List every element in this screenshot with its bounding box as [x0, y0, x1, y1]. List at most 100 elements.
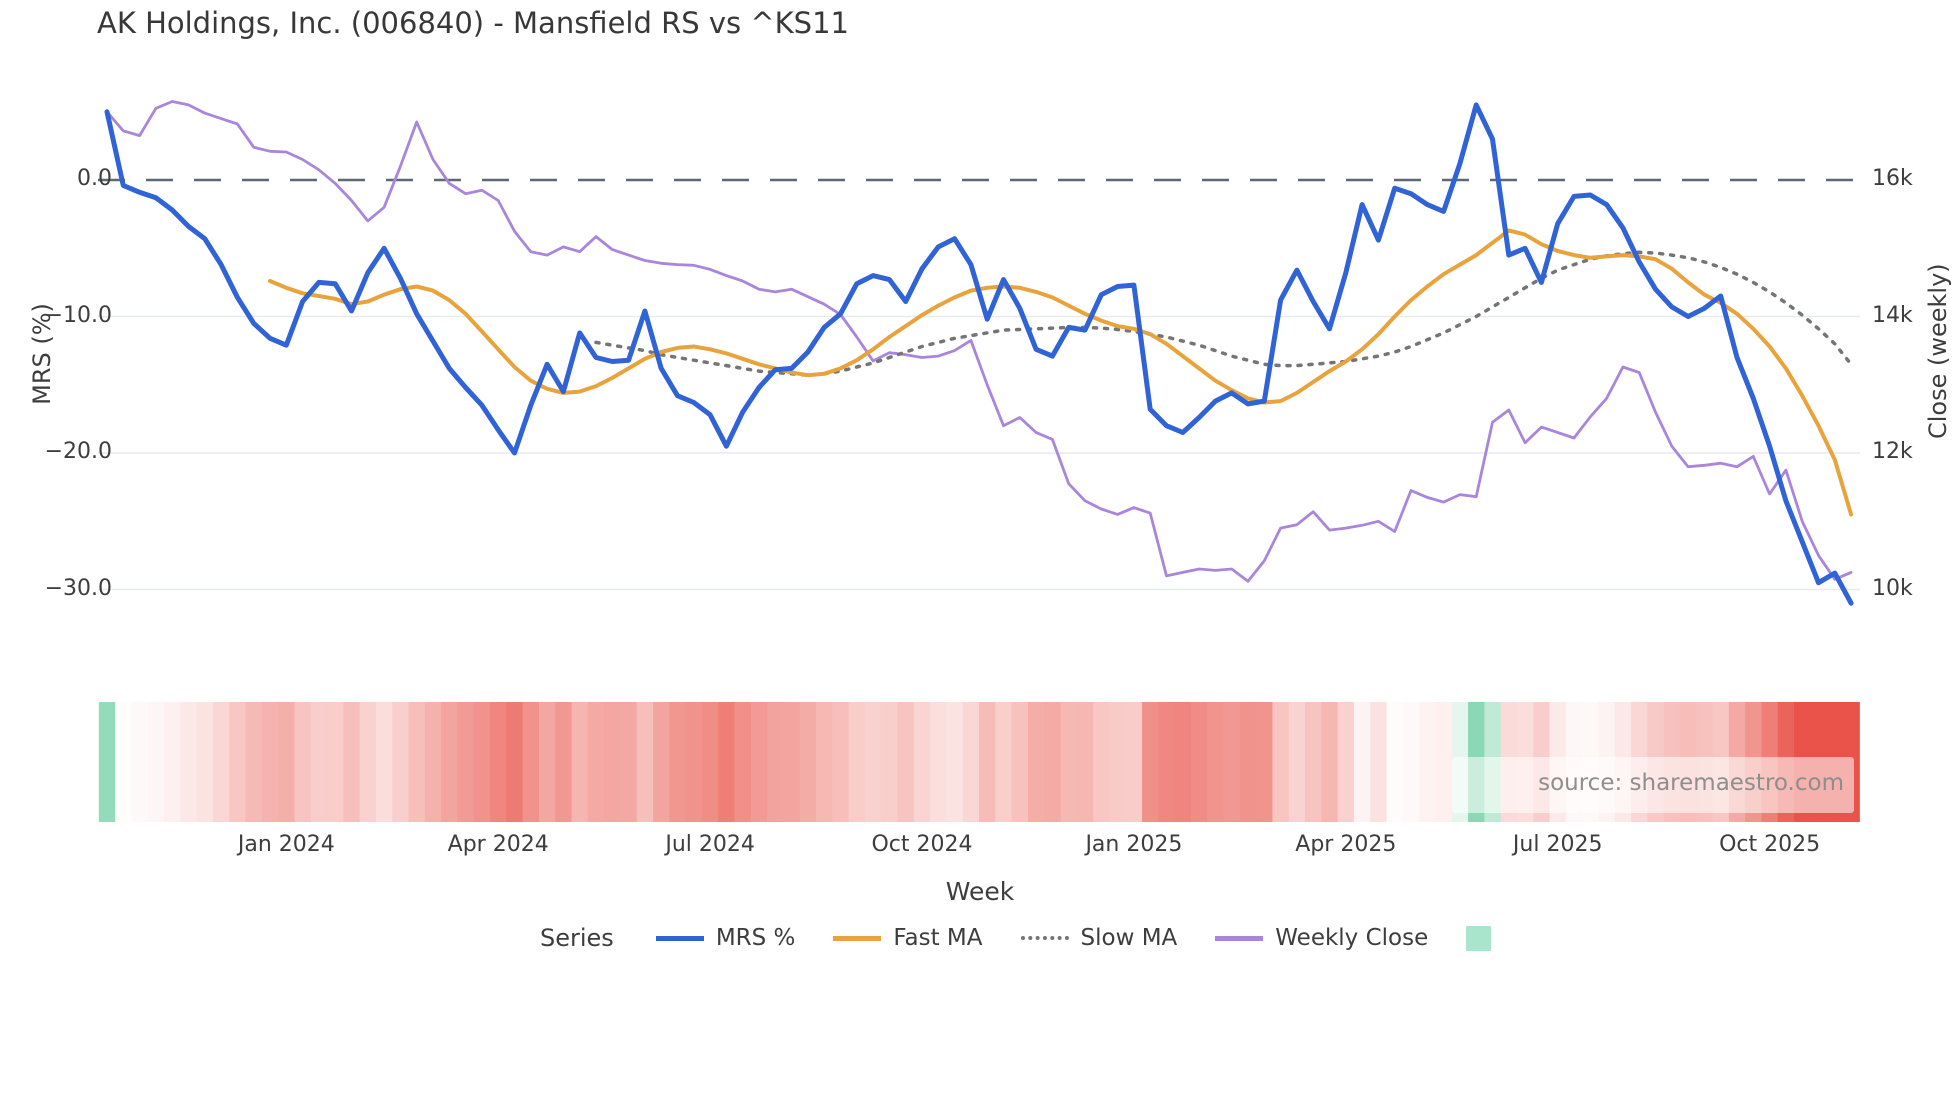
heatmap-cell — [1370, 702, 1388, 822]
heatmap-cell — [1060, 702, 1078, 822]
series-lines — [104, 100, 1854, 606]
heatmap-cell — [1190, 702, 1208, 822]
x-tick-label: Apr 2024 — [447, 832, 549, 857]
legend-item-label: Slow MA — [1080, 925, 1178, 951]
left-tick-label: 0.0 — [77, 166, 112, 191]
heatmap-cell — [1174, 702, 1192, 822]
heatmap-cell — [327, 702, 344, 822]
heatmap-cell — [799, 702, 817, 822]
heatmap-cell — [897, 702, 915, 822]
heatmap-cell — [604, 702, 622, 822]
heatmap-cell — [408, 702, 426, 822]
heatmap-cell — [587, 702, 605, 822]
heatmap-cell — [310, 702, 328, 822]
legend-item-label: MRS % — [715, 925, 796, 951]
heatmap-cell — [653, 702, 670, 822]
heatmap-cell — [1158, 702, 1176, 822]
x-tick-label: Jan 2024 — [237, 832, 335, 857]
heatmap-cell — [930, 702, 948, 822]
heatmap-cell — [294, 702, 312, 822]
series-line-fast-ma — [268, 228, 1854, 517]
heatmap-cell — [1402, 702, 1420, 822]
heatmap-cell — [343, 702, 361, 822]
x-tick-label: Jul 2025 — [1512, 832, 1603, 857]
heatmap-cell — [750, 702, 768, 822]
left-axis-title: MRS (%) — [28, 303, 56, 405]
heatmap-cell — [375, 702, 393, 822]
series-line-mrs- — [104, 102, 1854, 606]
heatmap-cell — [1093, 702, 1111, 822]
legend-swatch-icon — [655, 935, 704, 941]
heatmap-cell — [1288, 702, 1306, 822]
heatmap-cell — [245, 702, 263, 822]
heatmap-cell — [473, 702, 491, 822]
heatmap-cell — [359, 702, 377, 822]
heatmap-cell — [1386, 702, 1404, 822]
heatmap-cell — [522, 702, 540, 822]
left-tick-label: −20.0 — [44, 439, 112, 464]
x-axis-title: Week — [945, 877, 1015, 906]
legend-swatch-icon — [1020, 936, 1069, 940]
heatmap-cell — [913, 702, 931, 822]
heatmap-cell — [995, 702, 1013, 822]
heatmap-cell — [490, 702, 507, 822]
heatmap-cell — [278, 702, 296, 822]
heatmap-cell — [669, 702, 687, 822]
heatmap-cell — [1305, 702, 1322, 822]
heatmap-cell — [816, 702, 833, 822]
legend-title: Series — [540, 924, 614, 952]
heatmap-cell — [848, 702, 866, 822]
heatmap-cell — [1044, 702, 1062, 822]
right-tick-label: 16k — [1872, 166, 1913, 191]
heatmap-cell — [1435, 702, 1453, 822]
legend-item-fast-ma: Fast MA — [833, 925, 983, 951]
heatmap-cell — [131, 702, 149, 822]
heatmap-cell — [881, 702, 899, 822]
series-line-weekly-close — [105, 100, 1853, 583]
x-tick-label: Jul 2024 — [665, 832, 755, 857]
legend-item-weekly-close: Weekly Close — [1215, 925, 1428, 951]
heatmap-cell — [180, 702, 198, 822]
legend-item-slow-ma: Slow MA — [1020, 925, 1178, 951]
heatmap-cell — [1353, 702, 1371, 822]
right-tick-label: 14k — [1872, 302, 1913, 328]
heatmap-cell — [620, 702, 638, 822]
heatmap-cell — [115, 702, 133, 822]
x-tick-label: Apr 2025 — [1295, 832, 1397, 857]
heatmap-cell — [832, 702, 850, 822]
heatmap-cell — [767, 702, 785, 822]
x-tick-label: Jan 2025 — [1085, 832, 1183, 857]
heatmap-cell — [1207, 702, 1225, 822]
heatmap-cell — [1125, 702, 1143, 822]
heatmap-cell — [1272, 702, 1290, 822]
heatmap-cell — [979, 702, 996, 822]
right-tick-label: 12k — [1872, 439, 1913, 464]
heatmap-cell — [685, 702, 703, 822]
x-tick-label: Oct 2025 — [1719, 832, 1821, 857]
heatmap-cell — [424, 702, 442, 822]
legend-item-mrs-: MRS % — [655, 925, 796, 951]
heatmap-cell — [261, 702, 279, 822]
heatmap-cell — [1027, 702, 1045, 822]
heatmap-cell — [1142, 702, 1159, 822]
heatmap-cell — [441, 702, 459, 822]
heatmap-cell — [1321, 702, 1339, 822]
legend-swatch-icon — [833, 935, 882, 941]
legend: Series MRS % Fast MA Slow MA Weekly Close — [540, 924, 1492, 952]
left-tick-label: −10.0 — [44, 302, 112, 328]
right-tick-label: 10k — [1872, 575, 1913, 601]
heatmap-cell — [164, 702, 181, 822]
heatmap-cell — [196, 702, 214, 822]
heatmap-cell — [962, 702, 980, 822]
heatmap-cell — [1109, 702, 1127, 822]
x-tick-label: Oct 2024 — [871, 832, 973, 857]
heatmap-cell — [701, 702, 719, 822]
heatmap-cell — [229, 702, 247, 822]
heatmap-cell — [571, 702, 589, 822]
heatmap-cell — [1256, 702, 1274, 822]
heatmap-cell — [1337, 702, 1355, 822]
heatmap-cell — [946, 702, 964, 822]
series-line-slow-ma — [594, 250, 1853, 377]
heatmap-cell — [1239, 702, 1257, 822]
